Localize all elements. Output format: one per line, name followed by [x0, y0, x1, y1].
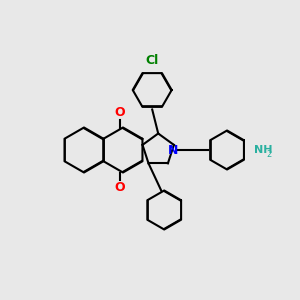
Text: N: N [168, 143, 178, 157]
Text: O: O [115, 181, 125, 194]
Text: O: O [115, 106, 125, 119]
Text: NH: NH [254, 145, 273, 155]
Text: Cl: Cl [146, 53, 159, 67]
Text: 2: 2 [266, 150, 271, 159]
